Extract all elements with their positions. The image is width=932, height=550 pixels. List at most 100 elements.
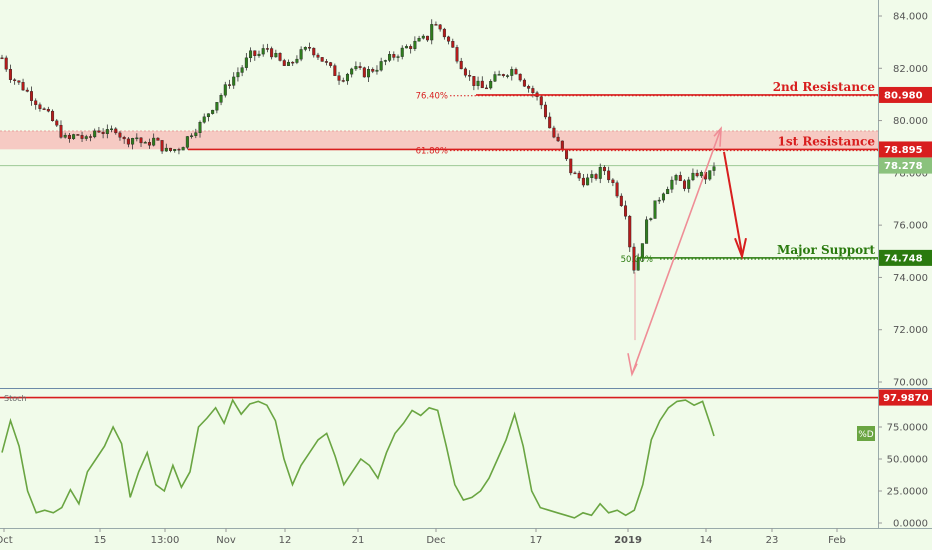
candle-body bbox=[295, 58, 299, 63]
candle-body bbox=[194, 132, 198, 136]
candle-body bbox=[228, 84, 232, 86]
projection-arrowhead bbox=[627, 353, 638, 377]
price-tag bbox=[879, 86, 932, 103]
candle-body bbox=[215, 102, 219, 111]
candle-body bbox=[472, 76, 476, 86]
price-tags: 80.980 78.895 74.748 78.278 97.9870 bbox=[879, 86, 932, 406]
candle-body bbox=[674, 175, 678, 181]
candle-body bbox=[678, 175, 682, 182]
candle-body bbox=[118, 132, 122, 138]
price-tag bbox=[879, 249, 932, 266]
candle-body bbox=[708, 170, 712, 180]
candle-body bbox=[265, 48, 269, 50]
candle-body bbox=[569, 158, 573, 174]
candle-body bbox=[383, 60, 387, 62]
candle-body bbox=[8, 68, 12, 80]
candle-body bbox=[80, 135, 84, 139]
candle-body bbox=[624, 205, 628, 217]
time-tick-label: 2019 bbox=[614, 535, 642, 546]
price-tick-label: 74.000 bbox=[893, 273, 928, 284]
candle-body bbox=[211, 109, 215, 114]
candle-body bbox=[543, 104, 547, 118]
candle-body bbox=[110, 128, 114, 131]
time-tick-label: 14 bbox=[700, 535, 713, 546]
candle-body bbox=[320, 57, 324, 62]
candle-body bbox=[699, 171, 703, 177]
resistance-zones bbox=[0, 130, 878, 167]
current-price-tag bbox=[879, 157, 932, 174]
candle-body bbox=[72, 134, 76, 139]
candle-body bbox=[257, 53, 261, 56]
candle-body bbox=[560, 140, 564, 150]
candle-body bbox=[598, 166, 602, 179]
level-label: 2nd Resistance bbox=[773, 80, 876, 94]
candle-body bbox=[358, 66, 362, 68]
candle-body bbox=[316, 54, 320, 58]
current-price-label: 78.278 bbox=[884, 161, 923, 172]
candle-body bbox=[4, 57, 8, 70]
candle-body bbox=[324, 61, 328, 63]
candle-body bbox=[198, 122, 202, 133]
target-arrowhead bbox=[734, 237, 747, 260]
candle-body bbox=[244, 57, 248, 68]
candle-body bbox=[202, 116, 206, 123]
candle-body bbox=[645, 219, 649, 244]
candle-body bbox=[135, 137, 139, 140]
stoch-pane-background bbox=[0, 390, 878, 528]
candle-body bbox=[426, 35, 430, 41]
candle-body bbox=[156, 137, 160, 141]
candle-body bbox=[510, 69, 514, 76]
candle-body bbox=[55, 120, 59, 126]
candle-body bbox=[573, 172, 577, 175]
candle-body bbox=[388, 54, 392, 61]
stoch-d-line bbox=[1, 398, 715, 519]
candle-body bbox=[577, 172, 581, 179]
candle-body bbox=[695, 172, 699, 177]
target-arrow bbox=[723, 151, 743, 255]
price-tag-label: 74.748 bbox=[884, 253, 923, 264]
stochastic-series: %D bbox=[0, 396, 878, 519]
candlestick-series bbox=[0, 19, 716, 274]
candle-body bbox=[42, 108, 46, 110]
candle-body bbox=[594, 174, 598, 179]
candle-body bbox=[501, 74, 505, 76]
level-label: Major Support bbox=[777, 243, 875, 257]
candle-body bbox=[122, 137, 126, 140]
candle-body bbox=[691, 172, 695, 181]
candle-body bbox=[185, 136, 189, 148]
time-tick-label: 23 bbox=[766, 535, 779, 546]
candle-body bbox=[13, 79, 17, 81]
candle-body bbox=[76, 134, 80, 136]
candle-body bbox=[434, 24, 438, 26]
stoch-label: Stoch bbox=[4, 394, 27, 403]
price-axis: 84.000 82.000 80.000 78.000 76.000 74.000 72.0… bbox=[878, 12, 928, 530]
candle-body bbox=[367, 69, 371, 78]
candle-body bbox=[181, 147, 185, 151]
candle-body bbox=[413, 40, 417, 49]
stoch-level-label: 97.9870 bbox=[883, 393, 929, 404]
candle-body bbox=[299, 49, 303, 60]
candle-body bbox=[581, 177, 585, 186]
candle-body bbox=[493, 74, 497, 82]
candle-body bbox=[34, 100, 38, 105]
candle-body bbox=[139, 137, 143, 144]
candle-body bbox=[17, 80, 21, 83]
stoch-level-tag bbox=[879, 389, 932, 406]
candle-body bbox=[362, 67, 366, 78]
price-tag bbox=[879, 141, 932, 158]
time-tick-label: 21 bbox=[352, 535, 365, 546]
candle-body bbox=[683, 180, 687, 189]
candle-body bbox=[442, 28, 446, 38]
time-tick-label: 12 bbox=[279, 535, 292, 546]
candle-body bbox=[97, 130, 101, 133]
candle-body bbox=[160, 140, 164, 152]
candle-body bbox=[468, 74, 472, 77]
time-tick-label: Feb bbox=[828, 535, 846, 546]
price-tag-label: 78.895 bbox=[884, 145, 923, 156]
candle-body bbox=[657, 199, 661, 202]
projection-arrowhead bbox=[713, 126, 722, 147]
candle-body bbox=[206, 113, 210, 118]
candle-body bbox=[164, 147, 168, 152]
candle-body bbox=[649, 218, 653, 220]
